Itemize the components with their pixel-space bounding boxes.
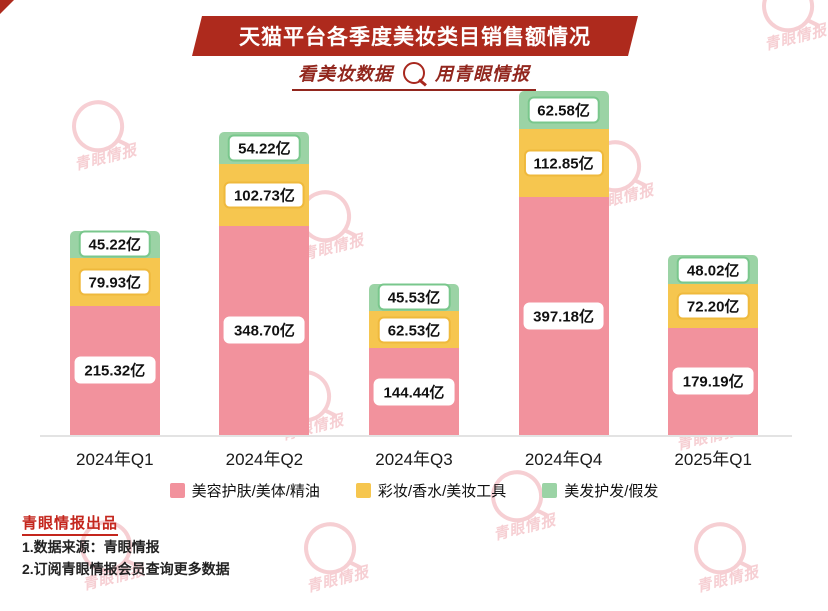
value-label: 102.73亿 [223,181,305,209]
watermark-text: 青眼情报 [762,21,828,54]
corner-ribbon-accent [0,0,14,14]
value-label: 397.18亿 [523,302,605,330]
legend: 美容护肤/美体/精油 彩妆/香水/美妆工具 美发护发/假发 [0,480,828,501]
bar-segment: 45.53亿 [368,283,459,311]
bar-segment: 144.44亿 [368,348,459,435]
watermark-circle-icon [756,0,820,38]
bar-segment: 348.70亿 [219,225,310,435]
watermark-logo: 青眼情报 [751,0,828,55]
bar-segment: 48.02亿 [668,255,759,285]
legend-swatch [169,483,185,498]
x-axis-label: 2024年Q2 [225,450,304,469]
x-axis-line [40,435,792,437]
watermark-text: 青眼情报 [694,563,762,596]
value-label: 62.58亿 [527,96,600,124]
bar-segment: 179.19亿 [668,327,759,435]
bar-segment: 397.18亿 [518,196,609,435]
watermark-logo: 青眼情报 [480,463,559,544]
subtitle-right: 用青眼情报 [435,64,530,84]
bar-stack: 48.02亿 72.20亿 179.19亿 [668,255,759,435]
legend-item: 彩妆/香水/美妆工具 [355,480,507,501]
watermark-logo: 青眼情报 [683,515,762,596]
legend-swatch [355,483,371,498]
bar-stack: 62.58亿 112.85亿 397.18亿 [518,91,609,435]
bar-stack: 45.22亿 79.93亿 215.32亿 [69,230,160,435]
value-label: 179.19亿 [672,367,754,395]
bar-segment: 62.58亿 [518,91,609,129]
bar-segment: 112.85亿 [518,129,609,197]
bar-segment: 54.22亿 [219,131,310,165]
value-label: 144.44亿 [373,378,455,406]
chart-title-banner: 天猫平台各季度美妆类目销售额情况 [192,16,638,56]
watermark-logo: 青眼情报 [293,515,372,596]
bar-segment: 45.22亿 [69,230,160,258]
subtitle-inner: 看美妆数据 用青眼情报 [292,60,536,91]
watermark-circle-icon [688,516,752,580]
x-axis-label: 2024年Q3 [375,450,453,469]
bar-column: 62.58亿 112.85亿 397.18亿 2024年Q4 [489,85,639,469]
bar-column: 45.53亿 62.53亿 144.44亿 2024年Q3 [339,85,489,469]
footer-source-line: 1.数据来源：青眼情报 [22,539,160,555]
subtitle-left: 看美妆数据 [298,64,393,84]
legend-item: 美发护发/假发 [542,480,658,501]
subtitle-row: 看美妆数据 用青眼情报 [0,60,828,91]
value-label: 215.32亿 [74,356,156,384]
value-label: 45.22亿 [78,230,152,258]
legend-swatch [542,483,558,498]
value-label: 112.85亿 [523,149,604,177]
bar-column: 54.22亿 102.73亿 348.70亿 2024年Q2 [190,85,340,469]
bar-segment: 62.53亿 [368,310,459,349]
bar-segment: 215.32亿 [69,305,160,435]
footer-brand: 青眼情报出品 [22,512,119,536]
value-label: 48.02亿 [676,256,750,284]
legend-label: 美容护肤/美体/精油 [191,483,320,500]
page-title: 天猫平台各季度美妆类目销售额情况 [239,26,591,49]
x-axis-label: 2024年Q1 [76,450,154,469]
value-label: 348.70亿 [223,316,305,344]
bar-stack: 54.22亿 102.73亿 348.70亿 [219,131,310,435]
bar-stack: 45.53亿 62.53亿 144.44亿 [368,283,459,435]
x-axis-label: 2024年Q4 [524,450,603,469]
bar-segment: 102.73亿 [219,164,310,226]
legend-item: 美容护肤/美体/精油 [169,480,320,501]
value-label: 72.20亿 [676,292,750,320]
legend-label: 彩妆/香水/美妆工具 [377,483,507,500]
bar-segment: 79.93亿 [69,257,160,306]
qingyan-logo-icon [403,62,425,84]
legend-label: 美发护发/假发 [564,483,659,500]
value-label: 62.53亿 [377,316,451,344]
watermark-circle-icon [298,516,362,580]
watermark-text: 青眼情报 [491,511,559,544]
bar-segment: 72.20亿 [668,284,759,328]
bar-column: 48.02亿 72.20亿 179.19亿 2025年Q1 [638,85,788,469]
value-label: 45.53亿 [377,283,451,311]
x-axis-label: 2025年Q1 [674,450,752,469]
watermark-text: 青眼情报 [304,563,372,596]
value-label: 54.22亿 [228,134,301,162]
value-label: 79.93亿 [78,268,152,296]
chart-plot: 45.22亿 79.93亿 215.32亿 2024年Q1 54.22亿 102.73亿 3… [40,85,788,469]
footer-subscribe-line: 2.订阅青眼情报会员查询更多数据 [22,561,230,577]
bar-column: 45.22亿 79.93亿 215.32亿 2024年Q1 [40,85,190,469]
